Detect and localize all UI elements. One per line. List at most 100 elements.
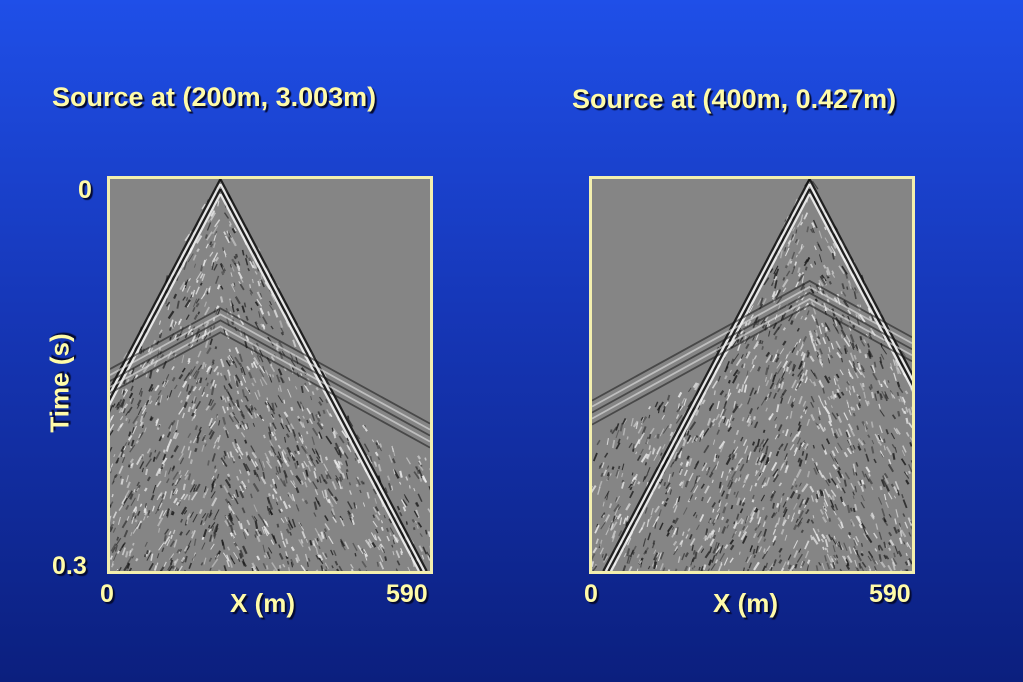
wiggle-trace xyxy=(290,406,294,412)
wiggle-trace xyxy=(672,519,676,524)
wiggle-trace xyxy=(254,530,259,537)
wiggle-trace xyxy=(116,423,123,432)
wiggle-trace xyxy=(719,552,725,562)
wiggle-trace xyxy=(150,494,155,501)
wiggle-trace xyxy=(753,445,758,453)
wiggle-trace xyxy=(878,497,883,505)
panel-2-title: Source at (400m, 0.427m) xyxy=(572,84,897,114)
wiggle-trace xyxy=(229,233,233,239)
wiggle-trace xyxy=(260,274,263,280)
wiggle-trace xyxy=(713,514,719,523)
wiggle-trace xyxy=(708,517,712,524)
wiggle-trace xyxy=(629,486,633,491)
wiggle-trace xyxy=(770,567,773,571)
wiggle-trace xyxy=(854,344,859,350)
wiggle-trace xyxy=(870,512,875,519)
wiggle-trace xyxy=(134,515,137,519)
wiggle-trace xyxy=(233,375,237,383)
wiggle-trace xyxy=(599,547,604,555)
wiggle-trace xyxy=(173,560,177,564)
wiggle-trace xyxy=(824,555,827,562)
wiggle-trace xyxy=(798,338,802,343)
wiggle-trace xyxy=(699,437,702,442)
wiggle-trace xyxy=(418,473,423,482)
wiggle-trace xyxy=(860,371,866,378)
wiggle-trace xyxy=(278,544,281,549)
wiggle-trace xyxy=(135,440,139,444)
wiggle-trace xyxy=(787,554,792,561)
wiggle-trace xyxy=(179,281,186,291)
headwave-arrival xyxy=(110,331,430,449)
wiggle-trace xyxy=(271,408,276,415)
wiggle-trace xyxy=(413,471,420,480)
wiggle-trace xyxy=(827,396,831,401)
wiggle-trace xyxy=(240,483,245,491)
wiggle-trace xyxy=(790,480,797,490)
wiggle-trace xyxy=(138,387,143,395)
wiggle-trace xyxy=(143,508,147,514)
wiggle-trace xyxy=(866,400,870,405)
wiggle-trace xyxy=(787,561,790,565)
wiggle-trace xyxy=(903,471,910,479)
wiggle-trace xyxy=(214,483,216,488)
wiggle-trace xyxy=(269,300,272,306)
wiggle-trace xyxy=(837,442,843,451)
wiggle-trace xyxy=(192,513,198,523)
wiggle-trace xyxy=(615,469,619,477)
wiggle-trace xyxy=(850,429,856,437)
wiggle-trace xyxy=(805,508,810,515)
wiggle-trace xyxy=(320,531,325,539)
time-axis-label: Time (s) xyxy=(44,333,75,433)
wiggle-trace xyxy=(894,359,899,367)
wiggle-trace xyxy=(228,414,235,423)
wiggle-trace xyxy=(228,403,232,408)
wiggle-trace xyxy=(287,492,295,502)
wiggle-trace xyxy=(322,371,327,378)
wiggle-trace xyxy=(775,378,781,387)
wiggle-trace xyxy=(700,483,705,489)
wiggle-trace xyxy=(744,322,748,327)
wiggle-trace xyxy=(233,542,238,547)
wiggle-trace xyxy=(138,345,143,353)
wiggle-trace xyxy=(264,452,270,462)
wiggle-trace xyxy=(801,353,806,361)
wiggle-trace xyxy=(774,280,778,289)
wiggle-trace xyxy=(606,492,609,501)
wiggle-trace xyxy=(769,268,774,273)
wiggle-trace xyxy=(158,502,163,510)
wiggle-trace xyxy=(640,448,644,455)
wiggle-trace xyxy=(201,536,205,540)
wiggle-trace xyxy=(798,421,801,426)
wiggle-trace xyxy=(230,237,237,247)
wiggle-trace xyxy=(208,557,213,562)
wiggle-trace xyxy=(300,445,308,455)
wiggle-trace xyxy=(202,522,206,526)
wiggle-trace xyxy=(235,380,239,387)
wiggle-trace xyxy=(784,456,788,462)
wiggle-trace xyxy=(288,567,291,571)
wiggle-trace xyxy=(163,535,167,542)
wiggle-trace xyxy=(244,423,249,430)
wiggle-trace xyxy=(285,417,291,425)
wiggle-trace xyxy=(856,404,860,410)
wiggle-trace xyxy=(799,221,804,226)
wiggle-trace xyxy=(831,412,838,420)
direct-arrival-right xyxy=(808,183,912,381)
wiggle-trace xyxy=(859,382,865,391)
wiggle-trace xyxy=(225,515,231,523)
wiggle-trace xyxy=(809,355,815,363)
wiggle-trace xyxy=(125,504,130,510)
wiggle-trace xyxy=(344,541,350,550)
direct-arrival-left xyxy=(610,193,811,571)
wiggle-trace xyxy=(226,396,230,402)
wiggle-trace xyxy=(146,448,151,454)
wiggle-trace xyxy=(195,400,201,410)
wiggle-trace xyxy=(602,555,609,563)
wiggle-trace xyxy=(830,489,837,497)
wiggle-trace xyxy=(733,530,737,534)
wiggle-trace xyxy=(213,444,216,449)
wiggle-trace xyxy=(685,534,689,539)
wiggle-trace xyxy=(211,526,214,531)
wiggle-trace xyxy=(888,547,892,551)
wiggle-trace xyxy=(201,391,206,397)
